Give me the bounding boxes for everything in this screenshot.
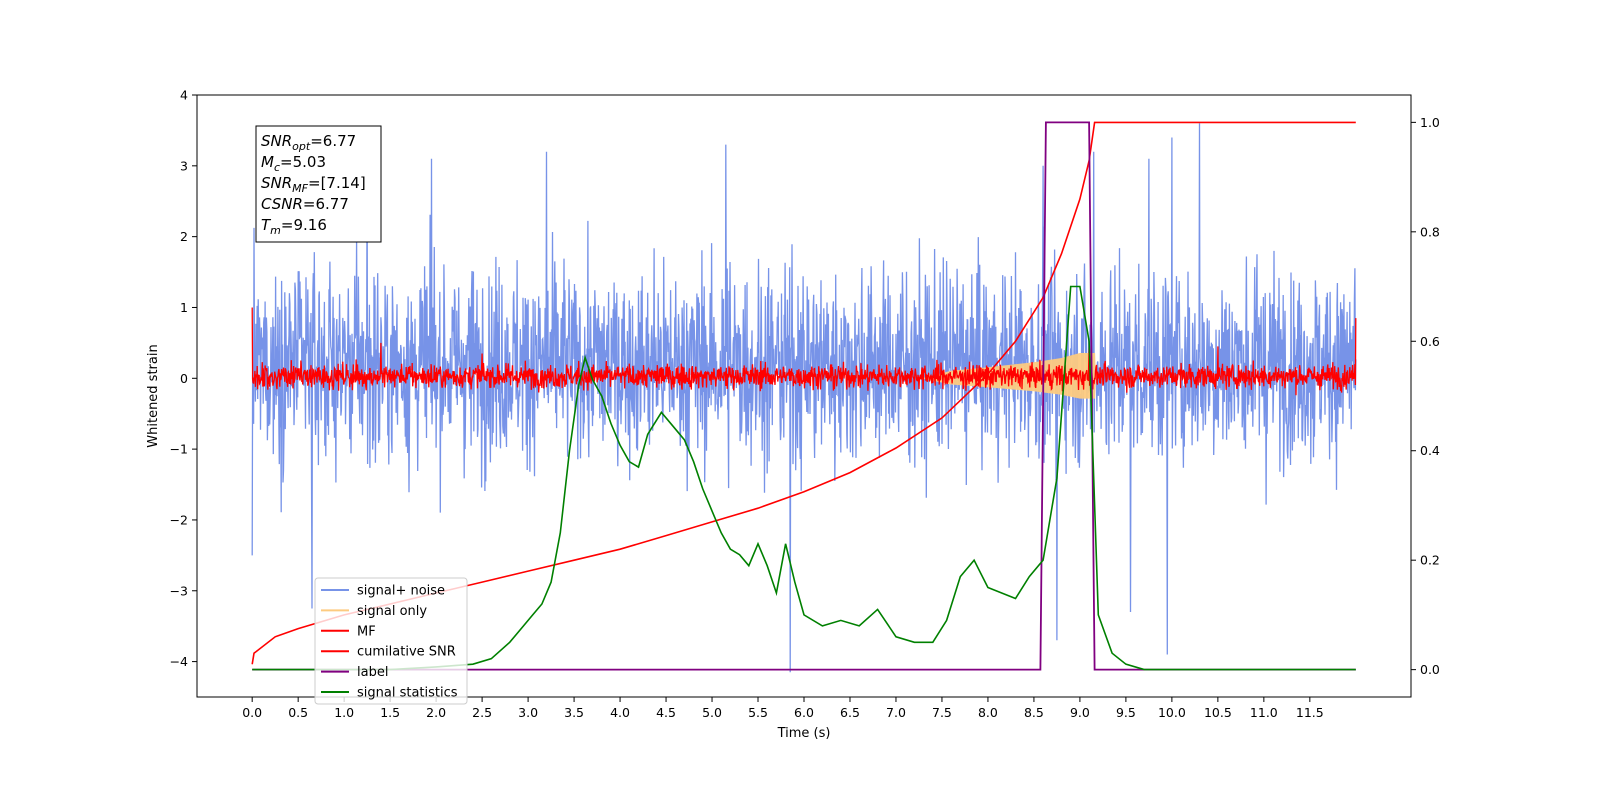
x-tick-label: 7.0	[886, 705, 906, 720]
y-right-tick-label: 0.0	[1420, 662, 1440, 677]
series-mf-line	[251, 307, 1357, 396]
info-line-tm: Tm=9.16	[261, 216, 327, 237]
y-left-tick-label: 1	[180, 300, 188, 315]
info-value: =5.03	[280, 153, 326, 171]
x-tick-label: 8.5	[1024, 705, 1044, 720]
x-tick-label: 10.0	[1158, 705, 1186, 720]
x-tick-label: 0.0	[242, 705, 262, 720]
y-left-tick-label: 3	[180, 158, 188, 173]
info-value: =6.77	[303, 195, 349, 213]
x-tick-label: 6.5	[840, 705, 860, 720]
x-tick-label: 4.0	[610, 705, 630, 720]
x-tick-label: 1.0	[334, 705, 354, 720]
info-line-snr-opt: SNRopt=6.77	[261, 132, 356, 153]
x-tick-label: 5.0	[702, 705, 722, 720]
x-tick-label: 10.5	[1204, 705, 1232, 720]
info-subscript: opt	[292, 140, 311, 153]
legend-label: signal+ noise	[357, 584, 445, 599]
x-tick-label: 7.5	[932, 705, 952, 720]
x-tick-label: 3.5	[564, 705, 584, 720]
info-symbol: M	[261, 153, 274, 171]
y-axis-label: Whitened strain	[146, 344, 161, 447]
info-value: =6.77	[310, 132, 356, 150]
info-line-snr-mf: SNRMF=[7.14]	[261, 174, 366, 195]
y-right-tick-label: 0.6	[1420, 334, 1440, 349]
series-signal-noise-line	[251, 123, 1357, 673]
x-tick-label: 0.5	[288, 705, 308, 720]
series-signal-statistics-line	[252, 285, 1356, 671]
legend-label: signal statistics	[357, 686, 458, 701]
info-value: =[7.14]	[308, 174, 366, 192]
info-value: =9.16	[281, 216, 327, 234]
info-line-mc: Mc=5.03	[261, 153, 326, 174]
info-box-frame	[255, 125, 382, 243]
y-left-tick-label: −3	[170, 583, 188, 598]
info-subscript: c	[274, 161, 280, 174]
info-subscript: MF	[292, 182, 308, 195]
legend-label: signal only	[357, 604, 427, 619]
legend-label: label	[357, 665, 388, 680]
x-tick-label: 11.5	[1296, 705, 1324, 720]
x-tick-label: 9.5	[1116, 705, 1136, 720]
x-tick-label: 1.5	[380, 705, 400, 720]
y-axis-left: 4 3 2 1 0 −1 −2 −3 −4	[170, 88, 197, 669]
y-left-tick-label: 2	[180, 229, 188, 244]
x-tick-label: 4.5	[656, 705, 676, 720]
x-tick-label: 5.5	[748, 705, 768, 720]
legend-label: cumilative SNR	[357, 645, 456, 660]
series-label-line	[252, 121, 1356, 671]
x-tick-label: 6.0	[794, 705, 814, 720]
y-right-tick-label: 1.0	[1420, 115, 1440, 130]
y-axis-right: 1.0 0.8 0.6 0.4 0.2 0.0	[1411, 115, 1440, 677]
y-left-tick-label: −4	[170, 654, 188, 669]
y-right-tick-label: 0.8	[1420, 224, 1440, 239]
info-symbol: SNR	[261, 132, 292, 150]
info-line-csnr: CSNR=6.77	[261, 195, 349, 213]
x-tick-label: 11.0	[1250, 705, 1278, 720]
y-left-tick-label: −2	[170, 512, 188, 527]
x-axis-label: Time (s)	[777, 726, 831, 741]
y-left-tick-label: 4	[180, 88, 188, 103]
info-symbol: CSNR	[261, 195, 303, 213]
info-subscript: m	[270, 224, 281, 237]
y-left-tick-label: 0	[180, 371, 188, 386]
x-tick-label: 2.0	[426, 705, 446, 720]
y-right-tick-label: 0.4	[1420, 443, 1440, 458]
y-left-tick-label: −1	[170, 442, 188, 457]
x-tick-label: 3.0	[518, 705, 538, 720]
legend-label: MF	[357, 624, 376, 639]
info-symbol: SNR	[261, 174, 292, 192]
x-tick-label: 8.0	[978, 705, 998, 720]
info-symbol: T	[261, 216, 272, 234]
x-tick-label: 9.0	[1070, 705, 1090, 720]
x-axis: 0.0 0.5 1.0 1.5 2.0 2.5 3.0 3.5 4.0 4.5 5.0 5.5 6.0 6…	[242, 697, 1324, 720]
x-tick-label: 2.5	[472, 705, 492, 720]
legend-frame	[314, 577, 468, 705]
y-right-tick-label: 0.2	[1420, 553, 1440, 568]
info-box: SNRopt=6.77Mc=5.03SNRMF=[7.14]CSNR=6.77T…	[255, 125, 382, 243]
legend: signal+ noise signal only MF cumilative SNR…	[314, 577, 468, 705]
